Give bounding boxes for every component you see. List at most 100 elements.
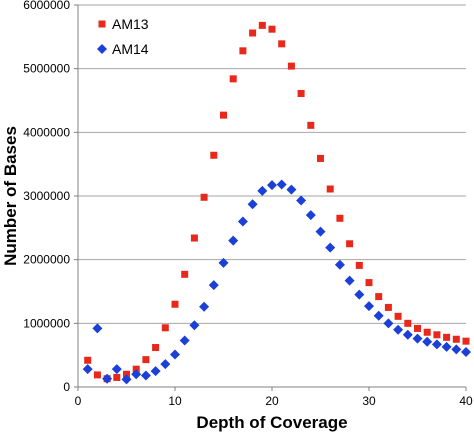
y-tick-label: 0 [63,380,70,394]
data-point [84,356,92,364]
data-point [161,324,169,332]
data-point [140,370,151,381]
data-point [287,62,295,70]
data-point [451,344,462,355]
data-point [220,111,227,119]
legend: AM13 AM14 [97,16,149,57]
data-point [239,47,247,55]
data-point [278,40,286,48]
x-tick-label: 20 [265,394,279,408]
x-tick-label: 30 [362,394,376,408]
y-tick-label: 3000000 [23,189,70,203]
data-point [247,199,258,210]
data-point [423,328,431,336]
data-point [364,301,374,312]
series-am13 [84,21,470,383]
x-tick-label: 0 [75,394,82,408]
data-points [82,21,471,385]
data-point [441,341,452,352]
data-point [267,180,277,191]
data-point [150,366,161,377]
data-point [373,310,384,321]
series-am14 [82,179,471,385]
data-point [404,319,412,327]
data-point [131,369,142,380]
data-point [375,293,383,301]
data-point [113,373,121,381]
data-point [170,349,180,360]
gridlines [78,4,466,324]
x-tick-label: 10 [168,394,182,408]
data-point [433,331,441,339]
data-point [276,179,287,190]
data-point [393,324,404,335]
data-point [111,364,122,375]
data-point [102,373,113,384]
data-point [181,270,189,278]
data-point [93,371,101,379]
legend-label: AM14 [112,41,149,57]
y-tick-label: 2000000 [23,253,70,267]
data-point [307,121,315,129]
data-point [257,185,268,196]
data-point [179,335,190,346]
legend-marker [97,44,107,54]
data-point [402,329,413,340]
data-point [462,337,470,345]
axes [74,4,467,391]
y-tick-labels: 0 1000000 2000000 3000000 4000000 5000000 6000… [23,0,70,394]
data-point [82,364,93,375]
data-point [200,193,208,201]
data-point [297,89,305,97]
data-point [317,154,324,162]
data-point [383,318,394,329]
data-point [92,323,103,334]
data-point [152,344,160,352]
data-point [365,279,373,287]
x-axis-title: Depth of Coverage [196,413,347,432]
data-point [326,185,334,193]
data-point [123,370,130,378]
data-point [452,335,460,343]
data-point [422,336,433,347]
data-point [199,301,210,312]
data-point [334,259,345,270]
data-point [384,303,392,311]
x-tick-labels: 0 10 20 30 40 [75,394,473,408]
data-point [315,226,326,237]
data-point [249,29,257,37]
data-point [431,339,442,350]
data-point [346,240,354,248]
legend-marker [98,20,106,28]
data-point [229,75,237,83]
data-point [354,289,365,300]
data-point [336,214,344,222]
data-point [132,365,140,373]
data-point [189,320,200,331]
data-point [258,21,266,29]
data-point [296,195,307,206]
data-point [218,257,229,268]
y-axis-title: Number of Bases [1,126,20,266]
data-point [461,346,471,357]
y-tick-label: 6000000 [23,0,70,12]
data-point [160,359,171,370]
data-point [142,356,150,364]
data-point [121,374,132,385]
y-tick-label: 5000000 [23,62,70,76]
y-tick-label: 1000000 [23,316,70,330]
data-point [443,333,451,341]
data-point [412,333,423,344]
data-point [305,210,316,221]
data-point [268,25,276,33]
data-point [190,234,198,242]
data-point [208,280,219,291]
data-point [344,275,355,286]
data-point [171,300,179,308]
legend-label: AM13 [112,16,149,32]
data-point [355,261,363,269]
data-point [414,324,421,332]
data-point [237,216,248,227]
data-point [394,312,402,320]
